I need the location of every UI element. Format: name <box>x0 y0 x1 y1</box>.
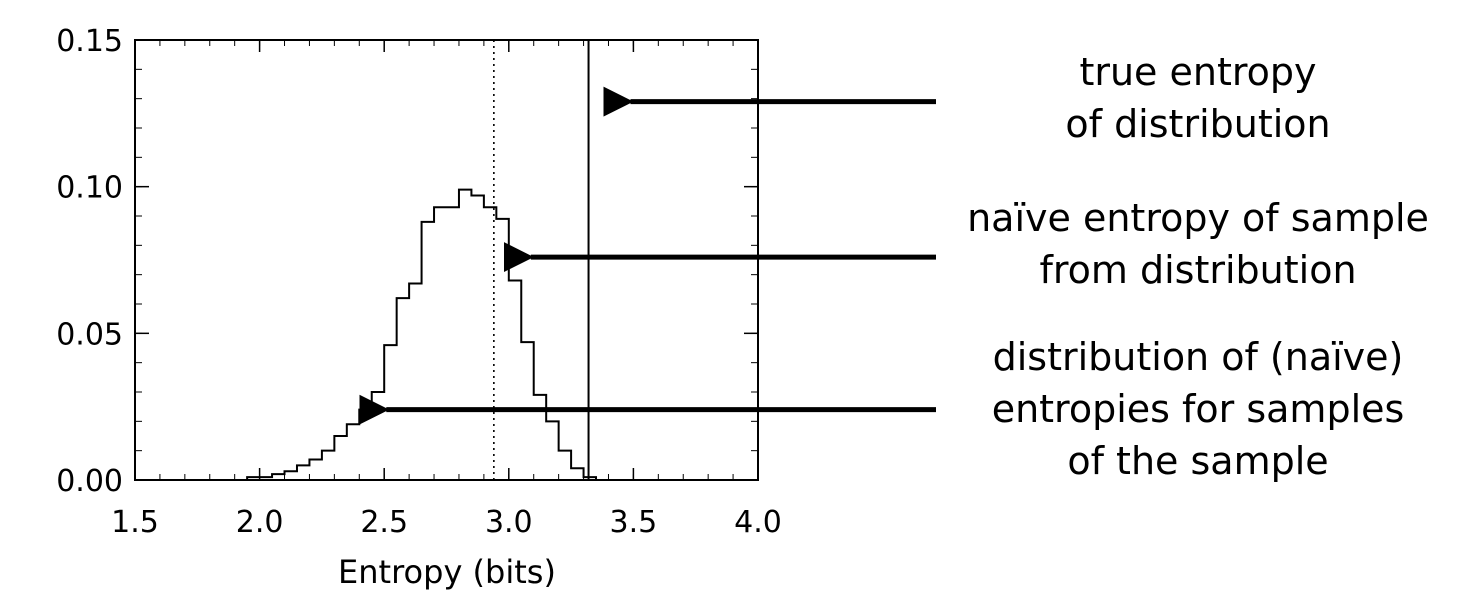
annotation-line: of distribution <box>1065 102 1331 146</box>
histogram-bar <box>322 451 334 480</box>
histogram-bar <box>559 451 571 480</box>
histogram-bar <box>471 195 483 480</box>
histogram-bar <box>584 477 596 480</box>
histogram-bar <box>459 190 471 480</box>
histogram-bar <box>309 459 321 480</box>
histogram-bar <box>347 424 359 480</box>
histogram-bar <box>334 436 346 480</box>
y-tick-label: 0.05 <box>56 317 123 352</box>
annotation-true-entropy: true entropy of distribution <box>948 46 1448 150</box>
annotation-line: naïve entropy of sample <box>967 196 1429 240</box>
histogram-bar <box>409 283 421 480</box>
x-tick-label: 3.0 <box>485 505 533 540</box>
y-tick-label: 0.10 <box>56 171 123 206</box>
histogram-bar <box>447 207 459 480</box>
x-tick-label: 3.5 <box>610 505 658 540</box>
histogram-bar <box>272 474 284 480</box>
annotation-line: entropies for samples <box>991 387 1405 431</box>
histogram-bar <box>384 345 396 480</box>
annotation-line: distribution of (naïve) <box>992 335 1404 379</box>
histogram-bar <box>372 392 384 480</box>
x-tick-label: 2.0 <box>236 505 284 540</box>
histogram-bar <box>509 281 521 480</box>
annotation-line: true entropy <box>1079 50 1317 94</box>
x-tick-label: 1.5 <box>111 505 159 540</box>
histogram-step-line <box>184 188 609 481</box>
y-tick-label: 0.00 <box>56 464 123 499</box>
histogram-bar <box>496 219 508 480</box>
x-tick-label: 4.0 <box>734 505 782 540</box>
histogram-bar <box>297 465 309 480</box>
histogram-bar <box>247 477 259 480</box>
annotation-naive-entropy: naïve entropy of sample from distributio… <box>948 192 1448 296</box>
y-tick-label: 0.15 <box>56 24 123 59</box>
histogram-bar <box>359 410 371 480</box>
annotation-sample-distribution: distribution of (naïve) entropies for sa… <box>948 331 1448 487</box>
histogram-bar <box>571 468 583 480</box>
histogram-bar <box>260 477 272 480</box>
histogram-bar <box>484 207 496 480</box>
plot-frame <box>134 39 759 481</box>
histogram-bar <box>546 421 558 480</box>
annotation-line: of the sample <box>1067 439 1329 483</box>
histogram-bar <box>397 298 409 480</box>
histogram-bar <box>422 222 434 480</box>
x-axis-title: Entropy (bits) <box>338 553 556 591</box>
histogram-bar <box>285 471 297 480</box>
x-tick-label: 2.5 <box>360 505 408 540</box>
histogram-bar <box>434 207 446 480</box>
annotation-line: from distribution <box>1039 248 1357 292</box>
